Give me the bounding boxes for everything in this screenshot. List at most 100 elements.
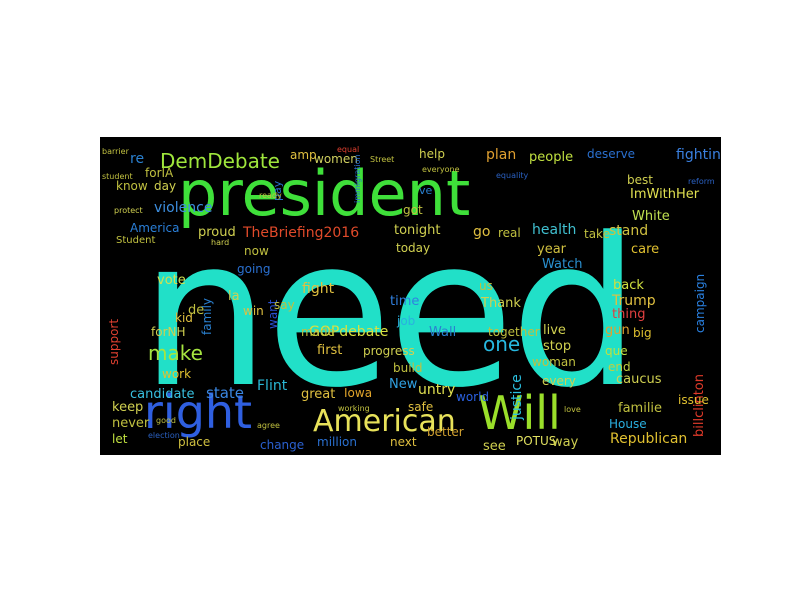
word-reform: reform — [688, 177, 715, 186]
word-support: support — [107, 318, 121, 365]
word-live: live — [543, 323, 566, 338]
word-every: every — [542, 374, 576, 388]
word-cloud: need president right Will American DemDebate m… — [100, 137, 721, 455]
word-build: build — [393, 361, 423, 375]
word-real: real — [498, 226, 521, 240]
word-tonight: tonight — [394, 223, 441, 238]
word-care: care — [631, 242, 660, 257]
word-us: us — [479, 279, 493, 293]
word-woman: woman — [532, 355, 576, 369]
word-de: de — [188, 303, 205, 318]
word-make: make — [148, 341, 203, 365]
word-together: together — [488, 325, 540, 339]
word-candidate: candidate — [130, 387, 195, 402]
word-agree: agree — [257, 421, 280, 430]
word-women: women — [314, 152, 358, 166]
word-protect: protect — [114, 206, 143, 215]
word-fighting: fighting — [676, 147, 721, 163]
word-immigration: immigration — [353, 154, 362, 203]
word-deserve: deserve — [587, 147, 636, 161]
word-know: know — [116, 179, 148, 193]
word-flint: Flint — [257, 378, 288, 394]
word-street: Street — [370, 155, 395, 164]
word-never: never — [112, 416, 150, 431]
word-white: White — [632, 209, 670, 224]
word-state: state — [206, 384, 244, 402]
word-say: say — [274, 298, 295, 312]
word-student: Student — [116, 235, 156, 246]
word-watch: Watch — [542, 257, 583, 272]
word-love: love — [564, 405, 581, 414]
word-world: world — [456, 390, 490, 404]
word-will: Will — [478, 386, 561, 440]
word-equality: equality — [496, 171, 529, 180]
word-ve: ve — [419, 184, 433, 197]
word-people: people — [529, 150, 574, 165]
word-familie: familie — [618, 401, 663, 416]
word-caucus: caucus — [616, 372, 662, 387]
word-iowa: Iowa — [344, 386, 373, 400]
word-great: great — [301, 387, 336, 402]
word-student: student — [102, 172, 133, 181]
word-untry: untry — [418, 382, 456, 398]
word-president: president — [178, 157, 471, 230]
word-kid: kid — [175, 311, 193, 325]
word-one: one — [483, 332, 521, 356]
word-wall: Wall — [429, 325, 457, 340]
word-proud: proud — [198, 225, 236, 240]
word-made: made — [301, 325, 336, 339]
word-gopdebate: GOPdebate — [309, 324, 389, 340]
word-place: place — [178, 435, 211, 449]
word-plan: plan — [486, 147, 517, 163]
word-million: million — [317, 435, 357, 449]
word-house: House — [609, 417, 647, 431]
word-violence: violence — [154, 200, 213, 216]
word-safe: safe — [408, 400, 434, 414]
word-right: right — [144, 385, 253, 439]
word-end: end — [608, 360, 631, 374]
word-que: que — [605, 344, 628, 358]
word-amp: amp — [290, 148, 317, 162]
word-america: America — [130, 221, 180, 235]
word-vote: vote — [157, 273, 186, 288]
word-progress: progress — [363, 344, 415, 358]
word-first: first — [317, 343, 343, 358]
word-got: got — [403, 203, 423, 217]
word-potus: POTUS — [516, 434, 557, 448]
word-thank: Thank — [481, 296, 521, 311]
word-take: take — [584, 227, 610, 241]
word-going: going — [237, 262, 271, 276]
word-election: election — [148, 431, 180, 440]
word-new: New — [389, 377, 418, 392]
word-let: let — [112, 432, 128, 446]
word-thebriefing2016: TheBriefing2016 — [243, 225, 360, 241]
word-today: today — [396, 241, 431, 255]
word-fight: fight — [302, 281, 335, 297]
word-health: health — [532, 222, 577, 238]
word-year: year — [537, 242, 567, 257]
word-hard: hard — [211, 238, 230, 247]
word-go: go — [473, 224, 491, 240]
word-american: American — [313, 404, 456, 439]
word-way: way — [552, 435, 579, 450]
word-work: work — [162, 367, 192, 381]
word-change: change — [260, 438, 305, 452]
word-everyone: everyone — [422, 165, 460, 174]
word-trump: Trump — [612, 293, 656, 309]
word-demdebate: DemDebate — [160, 149, 280, 173]
word-campaign: campaign — [693, 273, 707, 333]
word-republican: Republican — [610, 431, 688, 447]
word-better: better — [427, 425, 464, 439]
word-foria: forIA — [145, 166, 174, 180]
word-good: good — [156, 416, 176, 425]
word-win: win — [243, 304, 264, 318]
word-big: big — [633, 326, 652, 340]
word-need: need — [140, 195, 640, 433]
word-back: back — [613, 278, 644, 293]
word-best: best — [627, 173, 653, 187]
word-thing: thing — [612, 307, 646, 322]
word-re: re — [130, 151, 145, 167]
word-justice: justice — [509, 374, 525, 420]
word-barrier: barrier — [102, 147, 129, 156]
word-time: time — [390, 294, 420, 309]
